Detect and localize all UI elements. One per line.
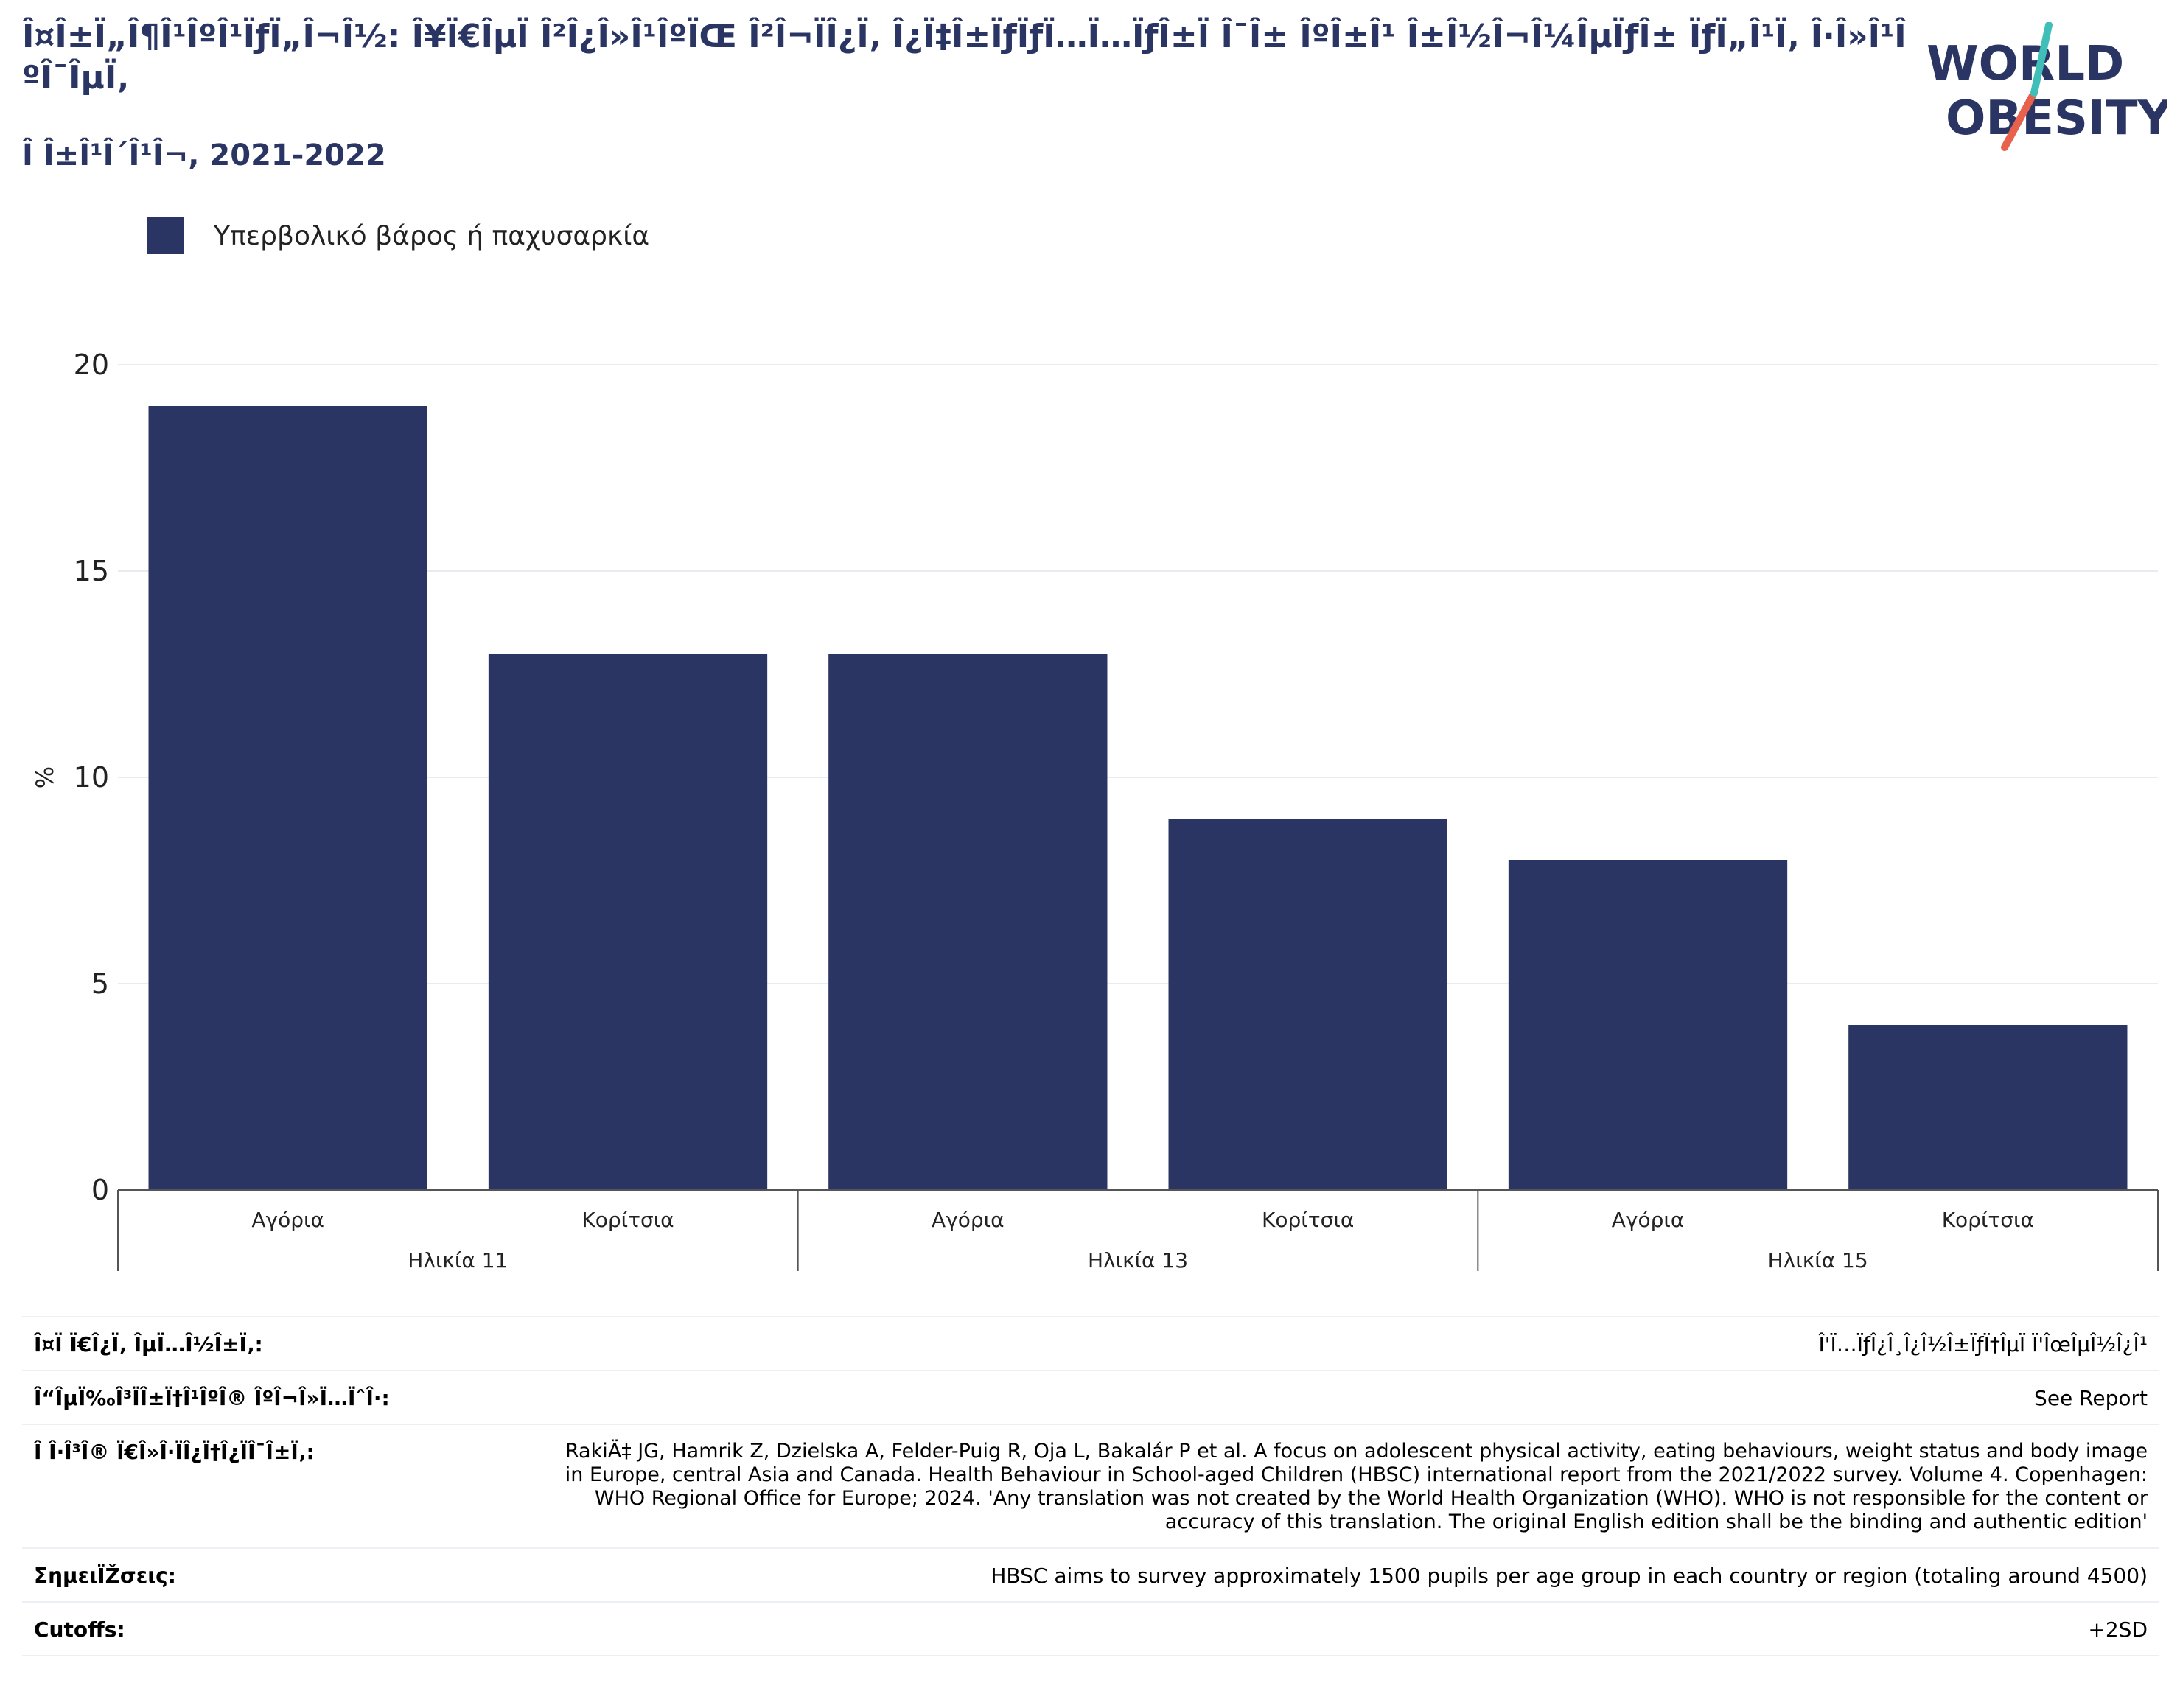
bar-chart: 0 5 10 15 20% Αγόρια Κορίτσια Αγόρια Κορίτσια Αγό… [31,349,2159,1273]
x-tick-label: Κορίτσια [1262,1208,1354,1232]
y-tick-label: 15 [74,555,109,587]
info-table: Î¤Ï Ï€Î¿Ï‚ ÎµÏ…Î½Î±Ï‚: Î'Ï…ÏƒÎ¿Î¸Î¿Î½Î±Ï… [22,1316,2159,1656]
world-obesity-logo: WORLD OBESITY [1926,22,2167,151]
x-tick-label: Αγόρια [1612,1208,1685,1232]
y-tick-label: 0 [91,1174,109,1206]
info-label: ΣημειÏŽσεις: [34,1564,176,1588]
logo-line2: OBESITY [1946,91,2167,146]
bar [1848,1025,2128,1190]
y-tick-label: 20 [74,349,109,381]
group-label: Ηλικία 15 [1768,1248,1868,1273]
y-tick-label: 5 [91,967,109,1000]
info-label: Cutoffs: [34,1617,125,1642]
info-value: See Report [2034,1386,2148,1410]
info-row-type: Î¤Ï Ï€Î¿Ï‚ ÎµÏ…Î½Î±Ï‚: Î'Ï…ÏƒÎ¿Î¸Î¿Î½Î±Ï… [22,1316,2159,1370]
info-row-cutoffs: Cutoffs: +2SD [22,1601,2159,1656]
bar [1168,819,1447,1190]
info-label: Î Î·Î³Î® Ï€Î»Î·ÏÎ¿Ï†Î¿ÏÎ¯Î±Ï‚: [34,1440,315,1464]
bar [1508,860,1788,1190]
info-value: Î'Ï…ÏƒÎ¿Î¸Î¿Î½Î±ÏƒÏ†ÎµÏ Ï'ÎœÎµÎ½Î¿Î¹ [1818,1332,2148,1357]
info-row-notes: ΣημειÏŽσεις: HBSC aims to survey approxi… [22,1547,2159,1601]
info-label: Î“ÎµÏ‰Î³ÏÎ±Ï†Î¹ÎºÎ® ÎºÎ¬Î»Ï…ÏˆÎ·: [34,1386,390,1410]
group-label: Ηλικία 13 [1088,1248,1188,1273]
info-value: HBSC aims to survey approximately 1500 p… [991,1564,2148,1588]
bar [488,654,768,1190]
logo-line1: WORLD [1926,37,2124,91]
x-tick-label: Αγόρια [932,1208,1005,1232]
chart-subtitle: Î Î±Î¹Î´Î¹Î¬, 2021-2022 [22,139,386,172]
legend-swatch [147,217,184,254]
y-axis-label: % [31,766,59,788]
bar [828,654,1108,1190]
chart-legend: Υπερβολικό βάρος ή παχυσαρκία [147,217,649,254]
info-row-coverage: Î“ÎµÏ‰Î³ÏÎ±Ï†Î¹ÎºÎ® ÎºÎ¬Î»Ï…ÏˆÎ·: See Re… [22,1370,2159,1424]
x-tick-label: Αγόρια [251,1208,324,1232]
x-tick-label: Κορίτσια [581,1208,674,1232]
info-label: Î¤Ï Ï€Î¿Ï‚ ÎµÏ…Î½Î±Ï‚: [34,1332,263,1357]
info-value: +2SD [2088,1617,2148,1642]
y-tick-label: 10 [74,761,109,794]
chart-title: Î¤Î±Ï„Î¶Î¹ÎºÎ¹ÏƒÏ„Î¬Î½: Î¥Ï€ÎµÏ Î²Î¿Î»Î¹… [22,18,1907,97]
group-label: Ηλικία 11 [408,1248,508,1273]
legend-label: Υπερβολικό βάρος ή παχυσαρκία [214,220,650,251]
info-value: RakiÄ‡ JG, Hamrik Z, Dzielska A, Felder-… [565,1440,2148,1533]
info-row-source: Î Î·Î³Î® Ï€Î»Î·ÏÎ¿Ï†Î¿ÏÎ¯Î±Ï‚: RakiÄ‡ JG… [22,1424,2159,1547]
bar [148,406,427,1190]
x-tick-label: Κορίτσια [1942,1208,2034,1232]
